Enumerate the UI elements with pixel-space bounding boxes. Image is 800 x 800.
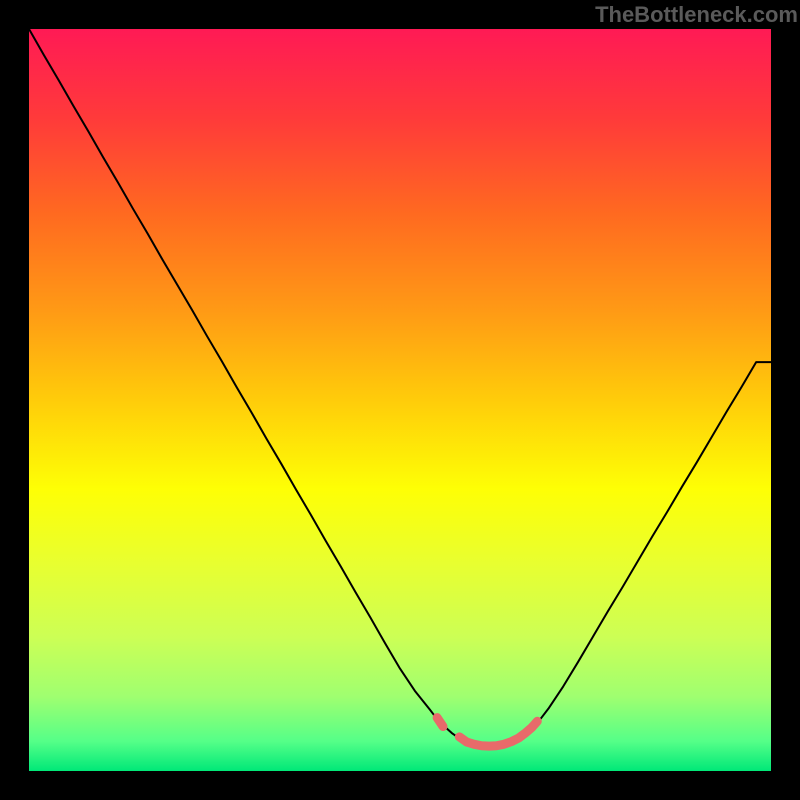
- chart-background: [29, 29, 771, 771]
- bottleneck-chart: [29, 29, 771, 771]
- watermark-text: TheBottleneck.com: [595, 2, 798, 28]
- highlight-segment-0: [437, 718, 443, 727]
